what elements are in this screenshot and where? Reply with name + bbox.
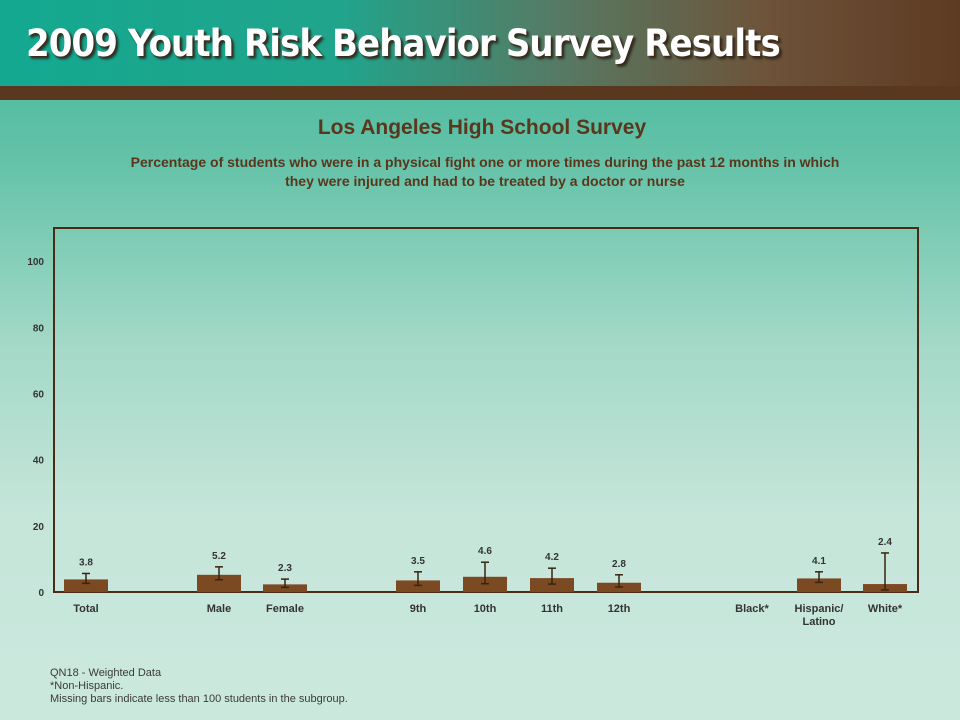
y-tick-label: 100 (27, 257, 44, 268)
bar (263, 584, 307, 592)
category-label: 12th (608, 603, 631, 615)
footnote-non-hispanic: *Non-Hispanic. (50, 680, 124, 692)
chart-subtitle: Percentage of students who were in a phy… (60, 153, 910, 191)
bar (530, 578, 574, 592)
bar (396, 580, 440, 592)
data-label: 4.1 (812, 556, 826, 567)
header-divider (0, 86, 960, 100)
category-label: Latino (803, 616, 836, 628)
data-label: 2.4 (878, 537, 892, 548)
category-label: 11th (541, 603, 563, 615)
page-title: 2009 Youth Risk Behavior Survey Results (26, 22, 781, 65)
category-label: White* (868, 603, 903, 615)
category-label: 9th (410, 603, 427, 615)
data-label: 5.2 (212, 551, 226, 562)
data-label: 3.8 (79, 557, 93, 568)
category-label: Total (73, 603, 98, 615)
data-label: 2.3 (278, 563, 292, 574)
data-label: 2.8 (612, 559, 626, 570)
category-label: Male (207, 603, 231, 615)
y-tick-label: 80 (33, 323, 45, 334)
header-banner: 2009 Youth Risk Behavior Survey Results (0, 0, 960, 86)
category-label: Female (266, 603, 304, 615)
bar (797, 578, 841, 592)
footnote-data-source: QN18 - Weighted Data (50, 667, 162, 679)
category-label: Black* (735, 603, 769, 615)
chart-subtitle-line-1: Percentage of students who were in a phy… (130, 154, 840, 170)
data-label: 4.6 (478, 546, 492, 557)
data-label: 3.5 (411, 556, 425, 567)
y-tick-label: 20 (33, 522, 45, 533)
y-tick-label: 40 (33, 456, 45, 467)
y-tick-label: 0 (38, 588, 44, 599)
chart-title: Los Angeles High School Survey (317, 116, 647, 139)
y-tick-label: 60 (33, 389, 45, 400)
footnotes: QN18 - Weighted Data *Non-Hispanic. Miss… (50, 667, 348, 706)
chart-subtitle-line-2: they were injured and had to be treated … (285, 173, 685, 189)
category-label: Hispanic/ (795, 603, 844, 615)
footnote-missing-bars: Missing bars indicate less than 100 stud… (50, 693, 348, 705)
data-label: 4.2 (545, 552, 559, 563)
bar (197, 574, 241, 592)
bar (64, 579, 108, 592)
category-label: 10th (474, 603, 497, 615)
